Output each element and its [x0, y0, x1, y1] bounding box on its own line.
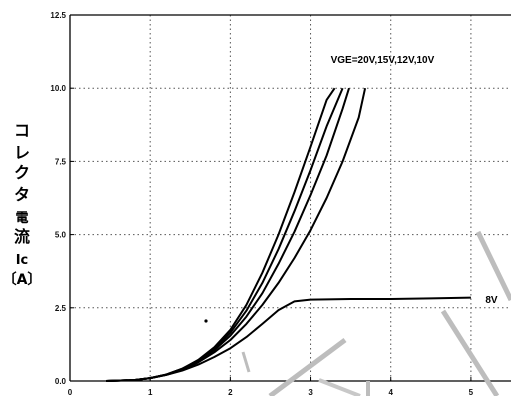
- scan-artifact-dot: [204, 319, 208, 323]
- y-axis-label-char: 〔A〕: [3, 272, 42, 288]
- y-tick-label: 10.0: [50, 84, 66, 93]
- y-tick-label: 0.0: [55, 377, 67, 386]
- x-tick-label: 0: [68, 388, 73, 396]
- scan-artifact-line: [268, 337, 347, 396]
- y-axis-label-char: 流: [14, 227, 30, 246]
- y-axis-label-char: 電: [15, 211, 28, 226]
- grid: [70, 15, 511, 381]
- x-tick-label: 3: [308, 388, 313, 396]
- scan-artifact-line: [241, 351, 251, 373]
- scan-artifact-line: [318, 378, 361, 396]
- y-tick-label: 5.0: [55, 231, 67, 240]
- x-tick-label: 1: [148, 388, 153, 396]
- labels: 0.0 2.5 5.0 7.5 10.0 12.5 0 1 2 3 4 5 VGE=20V,15V,12…: [3, 11, 498, 396]
- y-axis-label-char: ク: [14, 163, 30, 182]
- y-axis-label-char: タ: [14, 185, 30, 204]
- scan-artifact-line: [475, 230, 511, 302]
- y-axis-label-char: Ic: [16, 253, 29, 268]
- y-tick-label: 2.5: [55, 304, 67, 313]
- x-tick-label: 4: [389, 388, 394, 396]
- axes: [69, 14, 511, 382]
- scan-artifact-line: [440, 309, 500, 396]
- series-line-4: [106, 296, 471, 382]
- y-axis-label-char: レ: [14, 143, 30, 162]
- annotation-1: 8V: [485, 295, 498, 306]
- x-tick-label: 5: [469, 388, 474, 396]
- y-axis-label-char: コ: [14, 121, 30, 140]
- series-line-3: [106, 87, 367, 382]
- x-tick-label: 2: [228, 388, 233, 396]
- y-tick-label: 7.5: [55, 157, 67, 166]
- y-tick-label: 12.5: [50, 11, 66, 20]
- series-group: [106, 87, 471, 382]
- annotation-0: VGE=20V,15V,12V,10V: [331, 55, 435, 66]
- scan-artifacts: [204, 230, 511, 396]
